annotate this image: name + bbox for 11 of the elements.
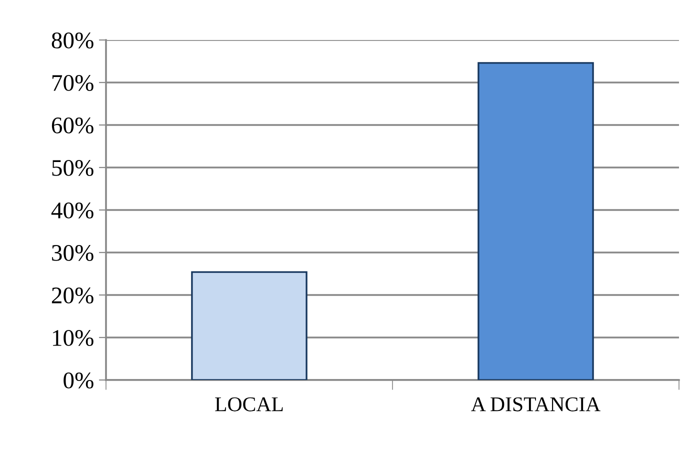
y-tick-label: 50%	[52, 160, 94, 176]
y-tick-label: 30%	[52, 244, 94, 261]
y-tick-label: 60%	[52, 117, 94, 134]
y-tick-label: 10%	[52, 330, 94, 346]
y-tick-label: 0%	[64, 372, 94, 388]
y-tick-label: 70%	[52, 74, 94, 91]
y-tick-label: 20%	[52, 287, 94, 304]
y-tick-label: 80%	[52, 32, 94, 48]
y-tick-label: 40%	[51, 202, 94, 218]
x-tick-label: A DISTANCIA	[471, 397, 600, 412]
x-tick-label: LOCAL	[215, 397, 283, 412]
